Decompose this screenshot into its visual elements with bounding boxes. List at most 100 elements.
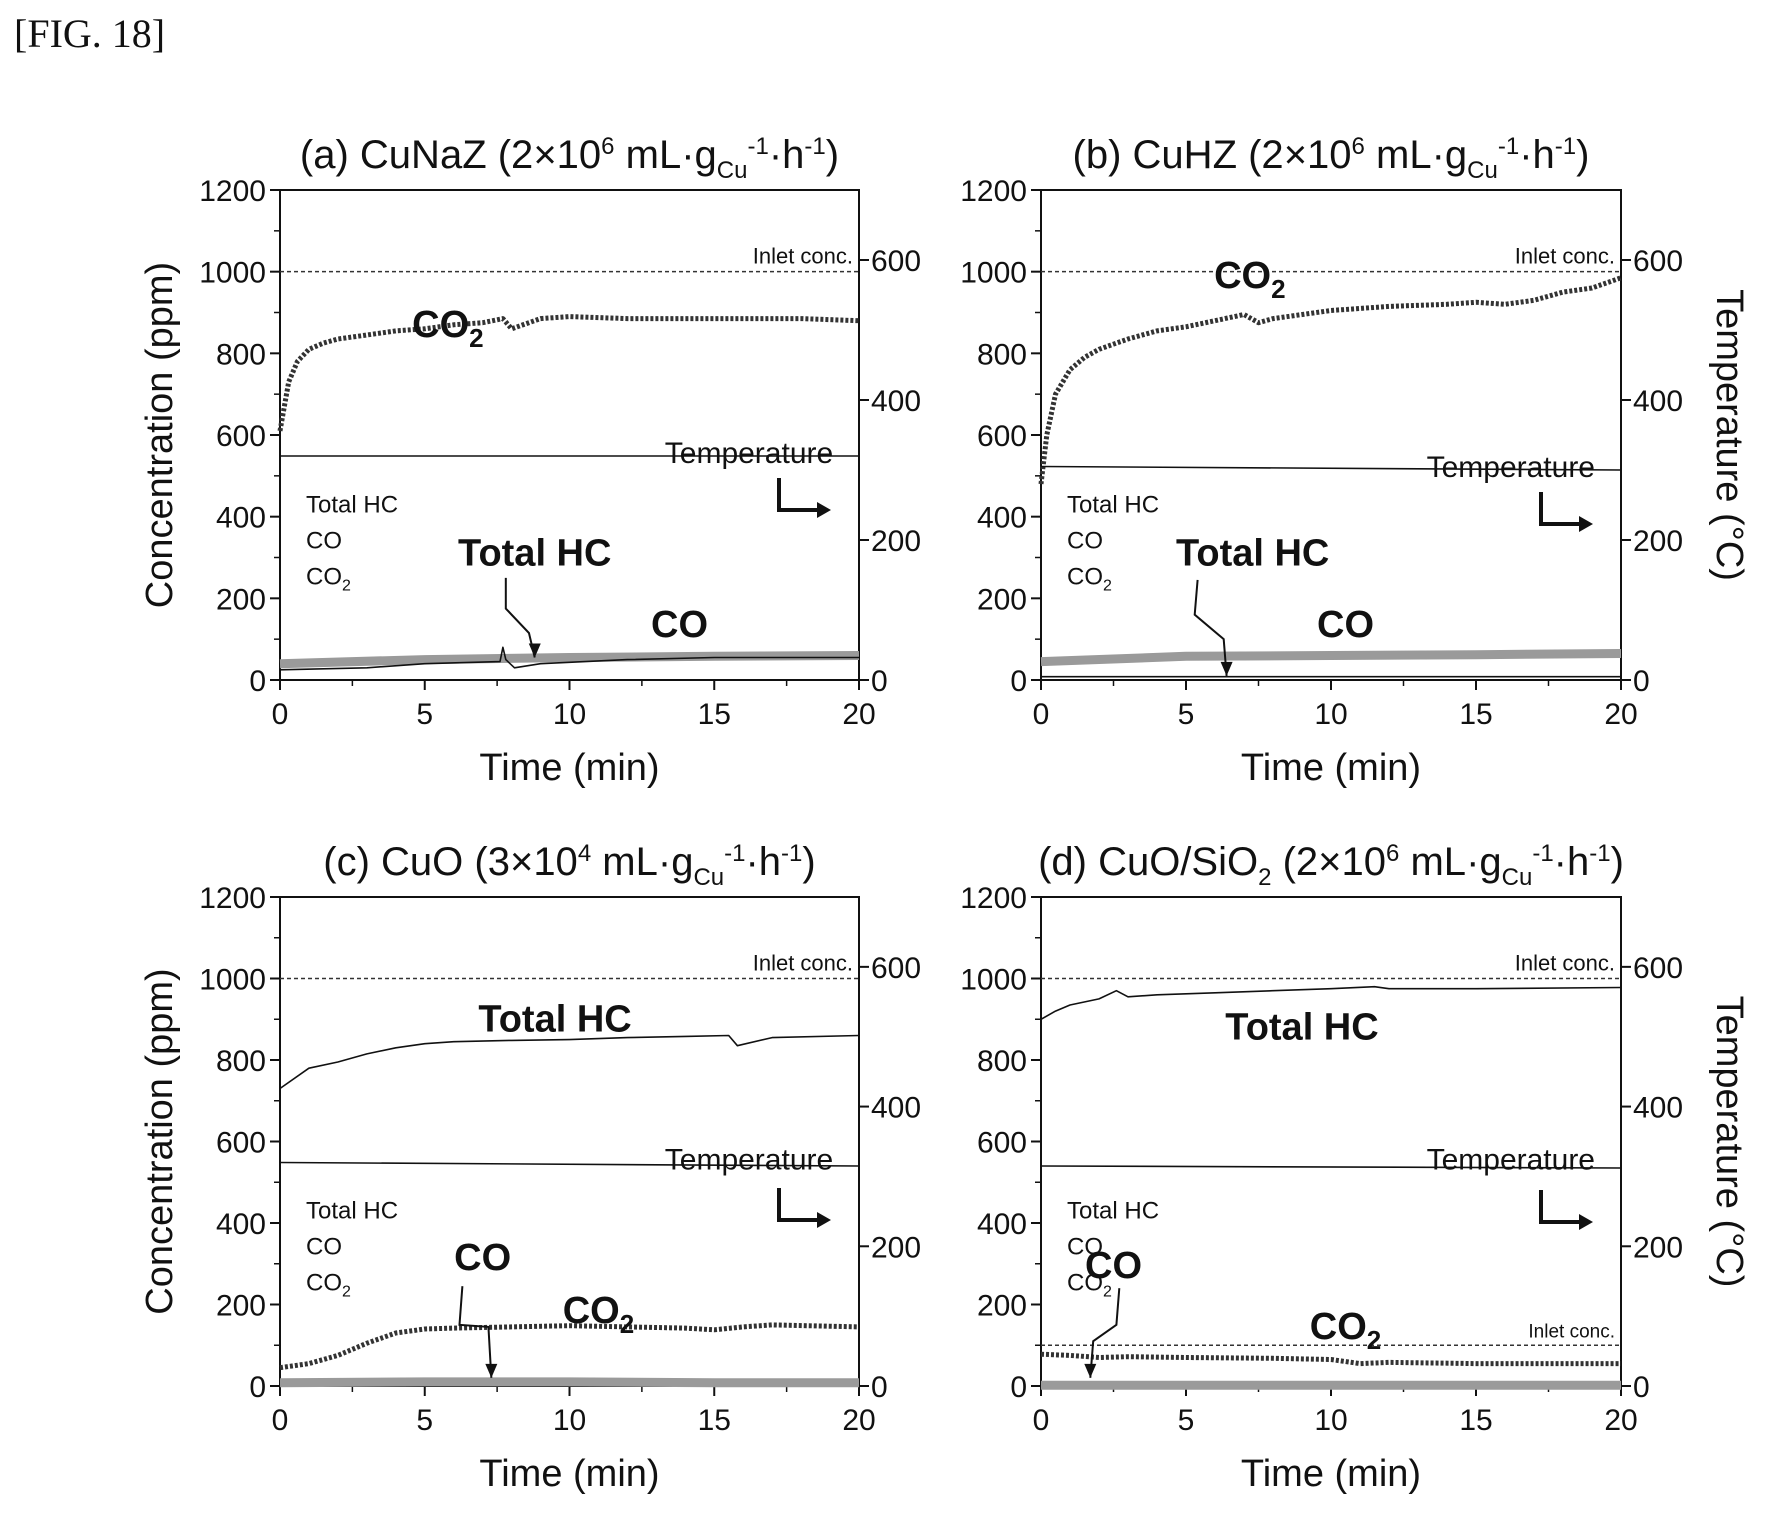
y-tick-label: 800 — [977, 1045, 1027, 1078]
y-tick-label: 200 — [216, 1290, 266, 1323]
x-axis-label: Time (min) — [1241, 747, 1421, 789]
temperature-axis-arrow — [1539, 492, 1585, 526]
x-tick-label: 15 — [1459, 698, 1492, 731]
temperature-axis-arrow — [1539, 1190, 1585, 1225]
annotation-pointer-arrow — [1193, 579, 1228, 676]
inlet-conc-label: Inlet conc. — [1528, 1321, 1615, 1342]
y-tick-label: 600 — [216, 420, 266, 453]
y2-tick-label: 400 — [1633, 385, 1683, 418]
y2-tick-label: 200 — [1633, 1231, 1683, 1264]
y2-tick-label: 400 — [871, 385, 921, 418]
legend-entry: CO — [306, 1234, 342, 1261]
legend-entry: Total HC — [306, 491, 398, 518]
x-tick-label: 5 — [416, 698, 433, 731]
legend-entry: Total HC — [1067, 491, 1159, 518]
y-tick-label: 200 — [216, 583, 266, 616]
x-tick-label: 20 — [842, 698, 875, 731]
chart-panel-d: (d) CuO/SiO2​ (2×106​ mL·gCu​-1​·h-1​) 0 5… — [960, 840, 1750, 1495]
arrow-head — [1579, 1214, 1593, 1231]
x-tick-label: 15 — [1459, 1404, 1492, 1437]
y-tick-label: 0 — [249, 665, 266, 698]
y-tick-label: 1000 — [960, 964, 1027, 997]
series-annotation: Total HC — [1176, 533, 1329, 575]
y-tick-label: 1200 — [960, 175, 1027, 208]
x-axis-label: Time (min) — [479, 747, 659, 789]
y-tick-label: 0 — [1010, 1371, 1027, 1404]
x-tick-label: 10 — [553, 698, 586, 731]
y-tick-label: 200 — [977, 583, 1027, 616]
series-line-temperature — [1040, 1165, 1622, 1169]
series-annotation: CO — [1317, 604, 1374, 646]
y-tick-label: 1000 — [960, 257, 1027, 290]
inlet-conc-label: Inlet conc. — [753, 951, 853, 976]
y-tick-label: 0 — [249, 1371, 266, 1404]
inlet-conc-label: Inlet conc. — [1515, 951, 1615, 976]
pointer-arrow-head — [528, 643, 541, 658]
y2-tick-label: 0 — [871, 665, 888, 698]
x-tick-label: 20 — [1604, 1404, 1637, 1437]
y-tick-label: 800 — [216, 1045, 266, 1078]
y-tick-label: 1200 — [960, 882, 1027, 915]
y2-tick-label: 600 — [871, 245, 921, 278]
y2-tick-label: 0 — [871, 1371, 888, 1404]
series-line-hc — [279, 1034, 860, 1090]
y-tick-label: 1200 — [199, 882, 266, 915]
series-line-hc — [1040, 985, 1622, 1020]
y-tick-label: 200 — [977, 1290, 1027, 1323]
series-annotation: CO — [1085, 1245, 1142, 1287]
temperature-label: Temperature — [1427, 1143, 1595, 1176]
x-axis-label: Time (min) — [1241, 1453, 1421, 1495]
series-annotation: Total HC — [1225, 1007, 1378, 1049]
y2-tick-label: 200 — [1633, 525, 1683, 558]
series-annotation: CO2 — [1310, 1306, 1381, 1355]
pointer-arrow-head — [1084, 1363, 1097, 1378]
y-tick-label: 1000 — [199, 257, 266, 290]
y-tick-label: 600 — [977, 420, 1027, 453]
annotation-pointer-arrow — [458, 1286, 493, 1378]
y2-tick-label: 200 — [871, 525, 921, 558]
x-tick-label: 10 — [553, 1404, 586, 1437]
series-annotation: CO2 — [412, 304, 483, 353]
chart-panel-c: (c) CuO (3×104​ mL·gCu​-1​·h-1​) 0 5 10 15 20… — [139, 840, 921, 1495]
y-axis-label: Concentration (ppm) — [139, 262, 181, 608]
temperature-label: Temperature — [665, 1143, 833, 1176]
y-tick-label: 600 — [977, 1127, 1027, 1160]
y-tick-label: 1000 — [199, 964, 266, 997]
x-tick-label: 0 — [272, 698, 289, 731]
x-tick-label: 5 — [1178, 1404, 1195, 1437]
y2-tick-label: 600 — [1633, 245, 1683, 278]
legend-entry: Total HC — [306, 1198, 398, 1225]
legend-entry: Total HC — [1067, 1198, 1159, 1225]
x-tick-label: 15 — [698, 1404, 731, 1437]
chart-title: (c) CuO (3×104​ mL·gCu​-1​·h-1​) — [323, 840, 815, 891]
y2-tick-label: 400 — [871, 1092, 921, 1125]
annotation-pointer-arrow — [1089, 1288, 1121, 1378]
series-line-co2 — [279, 1322, 860, 1371]
x-axis-label: Time (min) — [479, 1453, 659, 1495]
series-line-co2 — [277, 314, 860, 432]
arrow-head — [1579, 516, 1593, 532]
y2-tick-label: 0 — [1633, 665, 1650, 698]
chart-panel-a: (a) CuNaZ (2×106​ mL·gCu​-1​·h-1​) 0 5 10 15… — [139, 133, 921, 789]
series-annotation: CO2 — [563, 1290, 634, 1339]
x-tick-label: 5 — [416, 1404, 433, 1437]
legend-entry: CO2 — [1067, 563, 1112, 594]
temperature-axis-arrow — [777, 478, 823, 512]
x-tick-label: 0 — [272, 1404, 289, 1437]
pointer-arrow-head — [1220, 661, 1233, 676]
arrow-head — [817, 502, 831, 518]
series-annotation: CO — [454, 1237, 511, 1279]
series-line-temperature — [279, 1161, 860, 1167]
temperature-axis-arrow — [777, 1187, 823, 1222]
series-line-co — [279, 651, 860, 669]
chart-title: (d) CuO/SiO2​ (2×106​ mL·gCu​-1​·h-1​) — [1038, 840, 1624, 891]
figure-label: [FIG. 18] — [14, 11, 166, 56]
series-line-hc — [279, 646, 859, 671]
chart-title: (a) CuNaZ (2×106​ mL·gCu​-1​·h-1​) — [300, 133, 839, 184]
chart-title: (b) CuHZ (2×106​ mL·gCu​-1​·h-1​) — [1073, 133, 1590, 184]
series-line-co2 — [1040, 1351, 1621, 1367]
temperature-label: Temperature — [665, 437, 833, 470]
x-tick-label: 15 — [698, 698, 731, 731]
series-line-co2 — [1038, 275, 1622, 485]
